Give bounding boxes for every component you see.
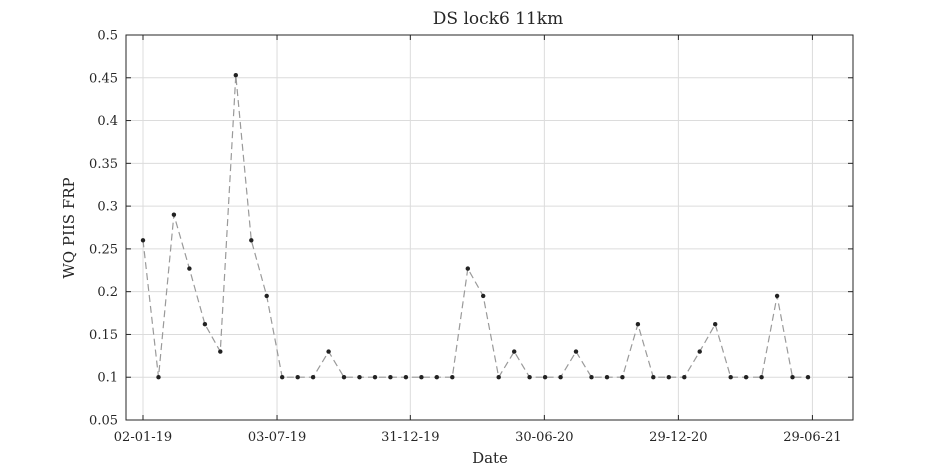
y-tick-label: 0.15: [89, 328, 118, 343]
data-point: [218, 349, 223, 354]
data-point: [295, 375, 300, 380]
data-point: [496, 375, 501, 380]
data-point: [326, 349, 331, 354]
y-axis-label: WQ PIIS FRP: [60, 177, 78, 278]
data-point: [542, 375, 548, 380]
x-tick-label: 02-01-19: [114, 430, 172, 445]
y-tick-label: 0.3: [97, 200, 118, 215]
y-axis-tick-labels: 0.05 0.1 0.15 0.2 0.25 0.3 0.35 0.4 0.45 0.5: [89, 29, 118, 429]
data-point: [651, 375, 656, 380]
data-point: [341, 375, 347, 380]
data-point: [202, 322, 208, 327]
y-tick-label: 0.5: [97, 29, 118, 44]
data-point: [450, 375, 455, 380]
data-point: [310, 375, 316, 380]
data-point: [573, 349, 579, 354]
data-point: [388, 375, 393, 380]
y-tick-label: 0.05: [89, 414, 118, 429]
data-point: [666, 375, 671, 380]
data-point: [604, 375, 610, 380]
data-point: [171, 212, 177, 217]
series-line: [142, 75, 808, 379]
y-tick-label: 0.1: [97, 371, 118, 386]
data-point: [372, 375, 378, 380]
y-tick-label: 0.35: [89, 157, 118, 172]
data-point: [713, 322, 718, 327]
data-point: [140, 238, 146, 243]
data-point: [558, 375, 563, 380]
x-tick-label: 29-12-20: [649, 430, 707, 445]
data-series: [140, 73, 811, 380]
data-point: [805, 375, 811, 380]
data-point: [280, 375, 285, 380]
plot-area: [125, 34, 854, 421]
data-point: [728, 375, 733, 380]
axis-ticks: [126, 34, 853, 421]
data-point: [682, 375, 687, 380]
data-point: [156, 375, 161, 380]
data-point: [527, 375, 532, 380]
data-point: [620, 375, 625, 380]
data-point: [434, 375, 439, 380]
data-point: [589, 375, 594, 380]
x-tick-label: 30-06-20: [515, 430, 573, 445]
data-point: [233, 73, 238, 78]
x-tick-label: 29-06-21: [783, 430, 841, 445]
data-point: [512, 349, 517, 354]
data-point: [249, 238, 254, 243]
data-point: [264, 293, 269, 299]
x-axis-label: Date: [472, 449, 508, 467]
x-tick-label: 31-12-19: [381, 430, 439, 445]
data-point: [465, 266, 470, 271]
data-point: [403, 375, 409, 380]
data-point: [790, 375, 795, 380]
y-tick-label: 0.4: [97, 114, 118, 129]
x-axis-tick-labels: 02-01-19 03-07-19 31-12-19 30-06-20 29-12-20…: [114, 430, 842, 445]
data-point: [481, 293, 486, 299]
data-point: [697, 349, 702, 354]
grid: [126, 35, 853, 420]
y-tick-label: 0.45: [89, 71, 118, 86]
data-point: [759, 375, 764, 380]
data-point: [187, 266, 192, 271]
x-tick-label: 03-07-19: [248, 430, 306, 445]
data-point: [635, 322, 641, 327]
data-point: [357, 375, 362, 380]
y-tick-label: 0.25: [89, 242, 118, 257]
y-tick-label: 0.2: [97, 285, 118, 300]
data-point: [419, 375, 424, 380]
data-point: [743, 375, 749, 380]
chart-title: DS lock6 11km: [433, 9, 563, 29]
data-point: [774, 293, 780, 299]
